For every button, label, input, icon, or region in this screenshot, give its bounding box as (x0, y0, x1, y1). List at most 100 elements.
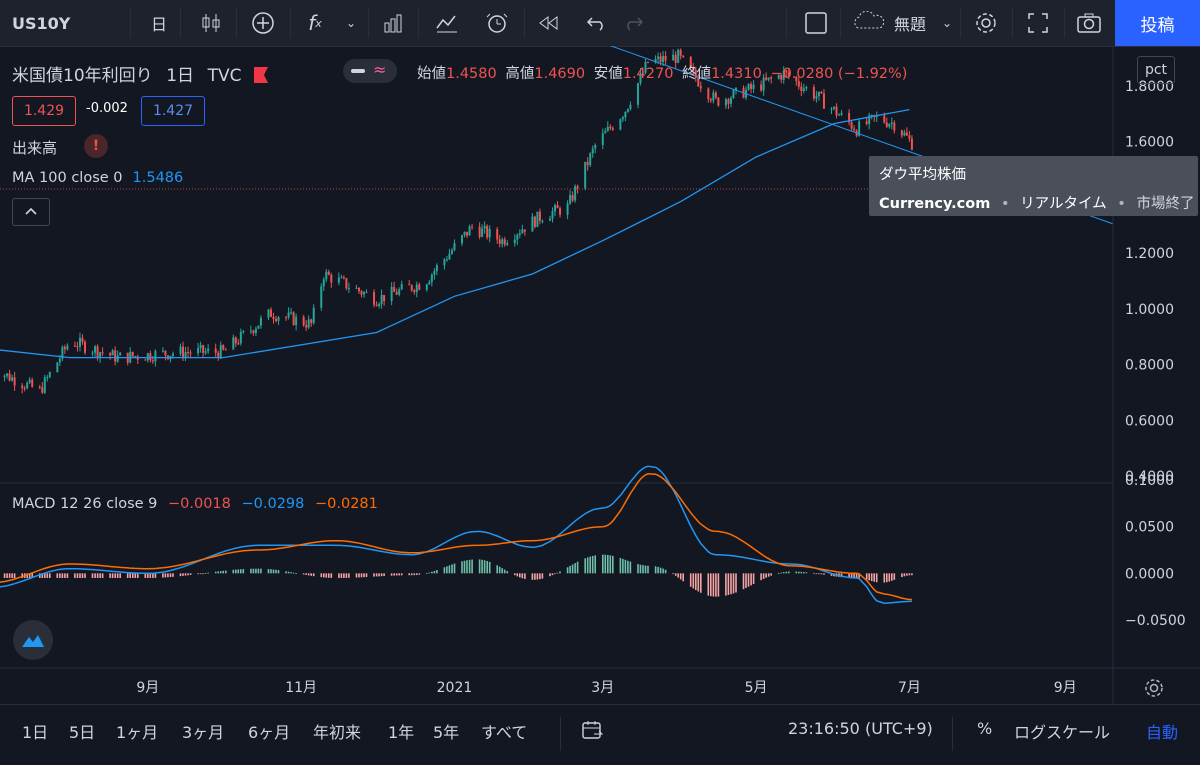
camera-icon[interactable] (1068, 0, 1110, 46)
macd-histogram-bar (408, 573, 410, 576)
macd-histogram-bar (679, 573, 682, 580)
macd-histogram-bar (901, 573, 903, 578)
candle (131, 351, 134, 357)
macd-histogram-bar (393, 573, 395, 576)
macd-histogram-bar (715, 573, 717, 597)
macd-histogram-bar (129, 573, 131, 578)
goto-date-icon[interactable] (580, 719, 604, 745)
range-button-7[interactable]: 5年 (433, 723, 460, 742)
bid-button[interactable]: 1.429 (12, 96, 76, 126)
candle (677, 49, 680, 63)
bar-chart-icon[interactable] (428, 0, 466, 46)
candle (556, 205, 559, 209)
macd-histogram-bar (818, 573, 820, 575)
replay-icon[interactable] (532, 0, 566, 46)
redo-icon[interactable] (616, 0, 650, 46)
alert-icon[interactable] (478, 0, 516, 46)
candle (114, 350, 117, 362)
auto-scale-toggle[interactable]: 自動 (1146, 723, 1179, 742)
symbol-title[interactable]: 米国債10年利回り (12, 66, 153, 86)
macd-histogram-bar (782, 572, 785, 574)
chevron-down-icon[interactable]: ⌄ (345, 16, 357, 30)
candle (647, 61, 650, 63)
gear-icon[interactable] (966, 0, 1006, 46)
scale-settings-icon[interactable] (1143, 677, 1165, 703)
macd-histogram-bar (566, 567, 569, 574)
candle (154, 351, 157, 362)
macd-histogram-bar (903, 573, 906, 577)
tradingview-logo[interactable] (13, 620, 53, 660)
macd-histogram-bar (607, 554, 609, 574)
macd-histogram-bar (217, 571, 219, 574)
undo-icon[interactable] (580, 0, 614, 46)
error-icon[interactable]: ! (84, 134, 108, 158)
macd-histogram-bar (79, 573, 81, 578)
range-button-6[interactable]: 1年 (388, 723, 415, 742)
candle (760, 84, 763, 91)
macd-histogram-bar (325, 573, 328, 578)
legend-toggle[interactable]: ≈ (343, 59, 397, 83)
pct-button[interactable]: pct (1137, 56, 1175, 84)
price-tick-label: 0.8000 (1125, 358, 1174, 374)
candle (161, 350, 164, 352)
range-button-0[interactable]: 1日 (22, 723, 49, 742)
volume-label[interactable]: 出来高 (12, 139, 58, 157)
candle (853, 128, 856, 131)
macd-histogram-bar (556, 572, 559, 574)
range-button-5[interactable]: 年初来 (313, 723, 362, 742)
symbol-search-button[interactable]: US10Y (12, 13, 71, 33)
candle (659, 56, 662, 62)
interval-button[interactable]: 日 (150, 15, 167, 34)
ma-legend[interactable]: MA 100 close 0 1.5486 (12, 170, 184, 186)
layout-name-button[interactable]: 無題 ⌄ (848, 0, 954, 46)
macd-histogram-bar (732, 573, 735, 594)
macd-legend[interactable]: MACD 12 26 close 9 −0.0018 −0.0298 −0.02… (12, 496, 378, 512)
macd-histogram-bar (164, 573, 167, 578)
symbol-tooltip: ダウ平均株価 Currency.com • リアルタイム • 市場終了 (869, 156, 1198, 216)
collapse-legend-button[interactable] (12, 198, 50, 226)
candle (461, 235, 464, 244)
macd-histogram-bar (250, 568, 252, 574)
candle (355, 287, 358, 289)
macd-histogram-bar (114, 573, 116, 578)
square-icon[interactable] (798, 0, 834, 46)
macd-histogram-bar (549, 573, 551, 577)
candle (815, 96, 818, 99)
candles-icon[interactable] (192, 0, 230, 46)
candle (538, 211, 541, 221)
time-axis-label: 3月 (591, 680, 614, 696)
macd-histogram-bar (868, 573, 870, 581)
plus-circle-icon[interactable] (244, 0, 282, 46)
macd-histogram-bar (144, 573, 147, 578)
macd-histogram-bar (531, 573, 534, 580)
macd-histogram-bar (735, 573, 737, 593)
range-button-8[interactable]: すべて (481, 723, 528, 742)
range-button-1[interactable]: 5日 (69, 723, 96, 742)
macd-tick-label: −0.0500 (1125, 613, 1186, 629)
macd-histogram-bar (202, 573, 204, 575)
candle (398, 289, 401, 295)
range-button-2[interactable]: 1ヶ月 (116, 723, 159, 742)
flag-icon[interactable] (254, 66, 269, 87)
macd-histogram-bar (323, 573, 325, 578)
candle (893, 122, 896, 131)
chevron-down-icon: ⌄ (941, 16, 953, 30)
candle (119, 352, 122, 356)
fullscreen-icon[interactable] (1018, 0, 1058, 46)
post-button[interactable]: 投稿 (1115, 0, 1200, 46)
candle (870, 114, 873, 116)
macd-histogram-bar (642, 565, 644, 574)
macd-histogram-bar (189, 573, 192, 575)
timezone-button[interactable]: 23:16:50 (UTC+9) (788, 719, 933, 738)
candle (644, 61, 647, 73)
log-scale-toggle[interactable]: ログスケール (1014, 723, 1111, 742)
macd-histogram-bar (39, 573, 41, 578)
percent-toggle[interactable]: % (977, 719, 993, 738)
range-button-3[interactable]: 3ヶ月 (182, 723, 225, 742)
range-button-4[interactable]: 6ヶ月 (248, 723, 291, 742)
macd-histogram-bar (358, 573, 360, 578)
price-chart[interactable]: 1.80001.60001.40001.20001.00000.80000.60… (0, 46, 1200, 704)
compare-icon[interactable] (378, 0, 408, 46)
ask-button[interactable]: 1.427 (141, 96, 205, 126)
